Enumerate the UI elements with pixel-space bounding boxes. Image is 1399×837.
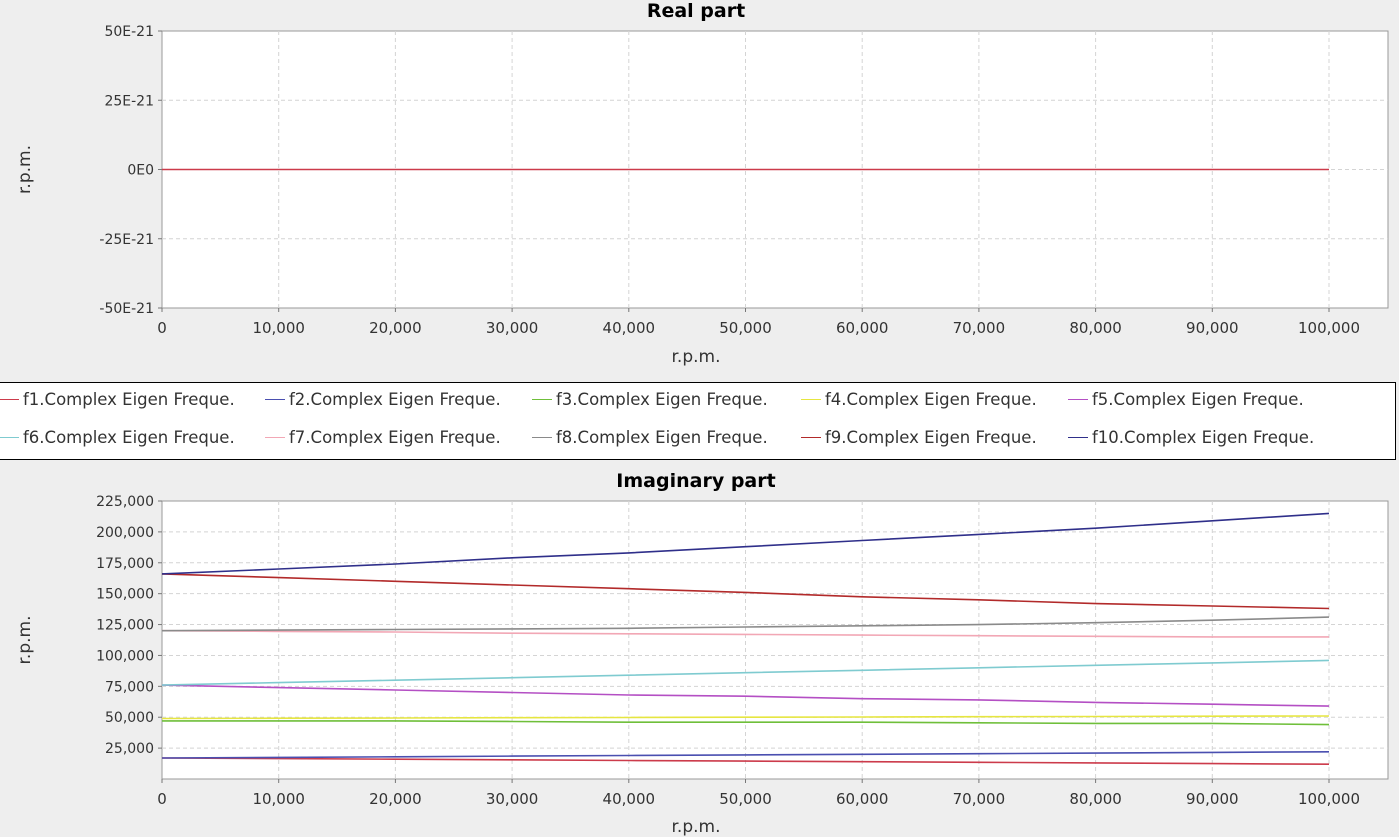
x-tick-label: 40,000 [603, 790, 656, 808]
y-tick-label: 50E-21 [104, 24, 154, 40]
series-line-f10 [161, 512, 1330, 575]
legend-swatch [265, 437, 285, 438]
legend-swatch [1068, 437, 1088, 438]
legend-item: f10.Complex Eigen Freque. [1068, 428, 1314, 447]
y-tick-label: 225,000 [96, 494, 154, 510]
legend-swatch [1068, 399, 1088, 400]
x-tick-label: 10,000 [252, 790, 305, 808]
legend-swatch [801, 399, 821, 400]
x-tick-label: 90,000 [1186, 319, 1239, 337]
series-line-f8 [161, 616, 1330, 632]
y-tick-label: 50,000 [105, 710, 154, 726]
series-line-f2 [161, 750, 1330, 759]
x-tick-label: 50,000 [719, 319, 772, 337]
y-tick-label: 200,000 [96, 525, 154, 541]
x-tick-label: 100,000 [1298, 319, 1360, 337]
legend-swatch [0, 399, 19, 400]
y-tick-label: 100,000 [96, 648, 154, 664]
plot-area [161, 500, 1389, 780]
series-line-f6 [161, 659, 1330, 686]
y-tick-label: -50E-21 [99, 301, 154, 317]
legend-label: f5.Complex Eigen Freque. [1092, 390, 1304, 409]
legend: f1.Complex Eigen Freque. f2.Complex Eigen… [0, 382, 1396, 460]
legend-item: f5.Complex Eigen Freque. [1068, 390, 1304, 409]
x-tick-label: 30,000 [486, 790, 539, 808]
legend-item: f2.Complex Eigen Freque. [265, 390, 501, 409]
legend-label: f3.Complex Eigen Freque. [556, 390, 768, 409]
x-axis-label: r.p.m. [672, 817, 721, 837]
chart-title: Imaginary part [616, 470, 775, 492]
legend-label: f2.Complex Eigen Freque. [289, 390, 501, 409]
series-line-f1 [161, 757, 1330, 766]
legend-item: f1.Complex Eigen Freque. [0, 390, 235, 409]
series-line-f3 [162, 720, 1330, 726]
y-tick-label: 25,000 [105, 741, 154, 757]
legend-item: f9.Complex Eigen Freque. [801, 428, 1037, 447]
real-part-chart: Real part 0 10,000 20,000 30,000 40,000 50,000… [15, 0, 1389, 367]
x-tick-label: 30,000 [486, 319, 539, 337]
y-tick-label: 75,000 [105, 679, 154, 695]
x-tick-label: 20,000 [369, 319, 422, 337]
x-tick-label: 100,000 [1298, 790, 1360, 808]
x-tick-label: 60,000 [836, 790, 889, 808]
legend-item: f3.Complex Eigen Freque. [532, 390, 768, 409]
x-tick-label: 70,000 [953, 319, 1006, 337]
y-axis-label: r.p.m. [15, 145, 35, 194]
y-tick-label: 150,000 [96, 587, 154, 603]
legend-swatch [0, 437, 19, 438]
x-axis-label: r.p.m. [672, 347, 721, 367]
legend-swatch [532, 437, 552, 438]
legend-label: f8.Complex Eigen Freque. [556, 428, 768, 447]
legend-swatch [265, 399, 285, 400]
legend-swatch [801, 437, 821, 438]
legend-label: f10.Complex Eigen Freque. [1092, 428, 1315, 447]
legend-item: f7.Complex Eigen Freque. [265, 428, 501, 447]
y-tick-label: 0E0 [127, 163, 154, 179]
x-tick-label: 0 [157, 790, 167, 808]
series-line-f4 [161, 715, 1330, 720]
chart-title: Real part [647, 0, 745, 22]
x-tick-label: 80,000 [1069, 319, 1122, 337]
x-tick-label: 40,000 [603, 319, 656, 337]
legend-swatch [532, 399, 552, 400]
legend-label: f7.Complex Eigen Freque. [289, 428, 501, 447]
series-line-f9 [161, 573, 1330, 610]
x-tick-label: 80,000 [1069, 790, 1122, 808]
y-tick-label: 125,000 [96, 618, 154, 634]
x-tick-label: 90,000 [1186, 790, 1239, 808]
x-tick-label: 20,000 [369, 790, 422, 808]
legend-label: f9.Complex Eigen Freque. [825, 428, 1037, 447]
y-axis-label: r.p.m. [15, 616, 35, 665]
x-tick-label: 60,000 [836, 319, 889, 337]
imaginary-part-chart: Imaginary part 0 10,000 20,000 30,000 40,000 5… [15, 470, 1389, 837]
y-tick-label: 25E-21 [104, 93, 154, 109]
y-tick-label: -25E-21 [99, 232, 154, 248]
x-tick-label: 50,000 [719, 790, 772, 808]
legend-label: f6.Complex Eigen Freque. [23, 428, 235, 447]
legend-row-2: f6.Complex Eigen Freque. f7.Complex Eigen… [0, 428, 1397, 454]
x-tick-label: 10,000 [252, 319, 305, 337]
legend-item: f4.Complex Eigen Freque. [801, 390, 1037, 409]
legend-item: f8.Complex Eigen Freque. [532, 428, 768, 447]
series-line-f7 [161, 629, 1329, 638]
x-tick-label: 0 [157, 319, 167, 337]
y-tick-label: 175,000 [96, 556, 154, 572]
legend-label: f4.Complex Eigen Freque. [825, 390, 1037, 409]
legend-item: f6.Complex Eigen Freque. [0, 428, 235, 447]
legend-label: f1.Complex Eigen Freque. [23, 390, 235, 409]
series-line-f5 [161, 684, 1330, 707]
x-tick-label: 70,000 [953, 790, 1006, 808]
legend-row-1: f1.Complex Eigen Freque. f2.Complex Eigen… [0, 390, 1397, 416]
